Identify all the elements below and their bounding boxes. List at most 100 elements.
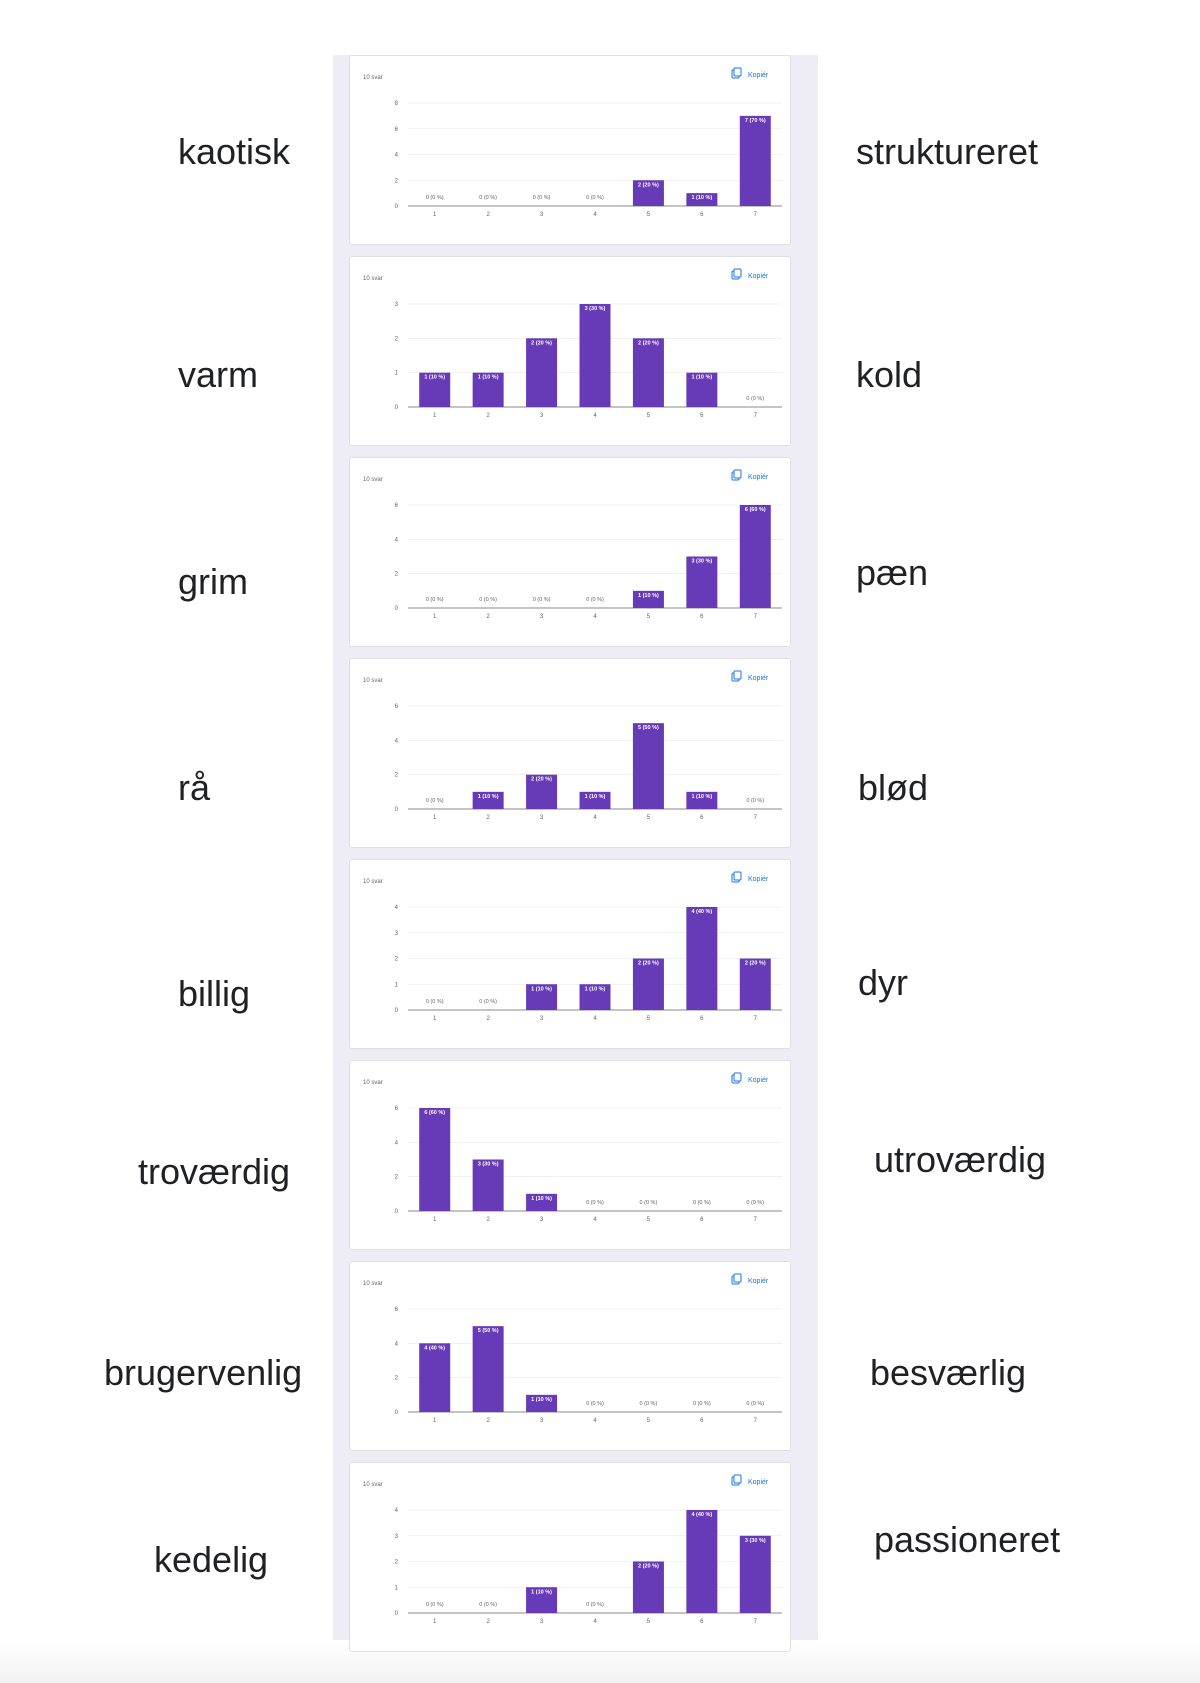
bar <box>579 984 611 1010</box>
x-tick-label: 3 <box>540 413 544 419</box>
y-tick-label: 1 <box>395 371 399 377</box>
bar-value-label: 0 (0 %) <box>586 195 604 201</box>
copy-label: Kopiér <box>748 1278 769 1285</box>
right-adjective-label: struktureret <box>856 131 1039 172</box>
bar-value-label: 0 (0 %) <box>640 1200 658 1206</box>
y-tick-label: 6 <box>395 1307 399 1313</box>
bar-value-label: 0 (0 %) <box>426 1602 444 1608</box>
x-tick-label: 5 <box>647 1418 651 1424</box>
copy-button[interactable]: Kopiér <box>731 1273 769 1285</box>
bar-value-label: 1 (10 %) <box>531 1397 552 1403</box>
y-tick-label: 0 <box>395 1008 399 1014</box>
y-tick-label: 4 <box>395 1140 399 1146</box>
bar-value-label: 2 (20 %) <box>638 961 659 967</box>
y-tick-label: 4 <box>395 738 399 744</box>
chart-card: 10 svar Kopiér 0 2 4 6 1 0 (0 %) 2 1 (10 %) 3 2 (20… <box>349 658 791 848</box>
bar <box>686 907 718 1010</box>
x-tick-label: 4 <box>593 413 597 419</box>
x-tick-label: 3 <box>540 815 544 821</box>
y-tick-label: 6 <box>395 503 399 509</box>
x-tick-label: 5 <box>647 1016 651 1022</box>
copy-icon-front <box>733 268 742 278</box>
bar <box>472 1159 504 1211</box>
copy-button[interactable]: Kopiér <box>731 67 769 79</box>
bar <box>739 505 771 608</box>
copy-button[interactable]: Kopiér <box>731 871 769 883</box>
y-tick-label: 2 <box>395 773 399 779</box>
bar <box>686 193 718 206</box>
x-tick-label: 2 <box>486 1619 490 1625</box>
bar-value-label: 0 (0 %) <box>693 1401 711 1407</box>
y-tick-label: 2 <box>395 178 399 184</box>
bar <box>526 774 558 809</box>
bar-chart: 10 svar Kopiér 0 1 2 3 4 1 0 (0 %) 2 0 (0 %) 3 1 (10… <box>363 1474 782 1625</box>
copy-button[interactable]: Kopiér <box>731 268 769 280</box>
bar-chart: 10 svar Kopiér 0 2 4 6 1 0 (0 %) 2 1 (10 %) 3 2 (20… <box>363 670 782 821</box>
x-tick-label: 1 <box>433 1418 437 1424</box>
bar <box>526 984 558 1010</box>
y-tick-label: 2 <box>395 1560 399 1566</box>
x-tick-label: 5 <box>647 614 651 620</box>
y-tick-label: 4 <box>395 153 399 159</box>
x-tick-label: 5 <box>647 815 651 821</box>
chart-card: 10 svar Kopiér 0 2 4 6 1 4 (40 %) 2 5 (50 %) 3 1 (1… <box>349 1261 791 1451</box>
left-adjective-label: varm <box>178 354 258 395</box>
bar <box>686 556 718 608</box>
bar-chart: 10 svar Kopiér 0 1 2 3 4 1 0 (0 %) 2 0 (0 %) 3 1 (10… <box>363 871 782 1022</box>
y-tick-label: 2 <box>395 572 399 578</box>
bar-value-label: 2 (20 %) <box>745 961 766 967</box>
bar-value-label: 4 (40 %) <box>691 909 712 915</box>
right-adjective-label: passioneret <box>874 1519 1061 1560</box>
bar <box>472 1326 504 1412</box>
x-tick-label: 3 <box>540 614 544 620</box>
bar-value-label: 4 (40 %) <box>691 1512 712 1518</box>
bar-value-label: 0 (0 %) <box>586 597 604 603</box>
y-tick-label: 0 <box>395 807 399 813</box>
x-tick-label: 1 <box>433 413 437 419</box>
bar-value-label: 0 (0 %) <box>586 1602 604 1608</box>
x-tick-label: 4 <box>593 212 597 218</box>
y-tick-label: 8 <box>395 101 399 107</box>
x-tick-label: 6 <box>700 815 704 821</box>
bar <box>632 1561 664 1613</box>
bar-value-label: 1 (10 %) <box>691 195 712 201</box>
bar-value-label: 6 (60 %) <box>424 1110 445 1116</box>
bar-value-label: 1 (10 %) <box>691 794 712 800</box>
bar-value-label: 2 (20 %) <box>638 340 659 346</box>
bar <box>419 372 451 407</box>
x-tick-label: 4 <box>593 614 597 620</box>
x-tick-label: 2 <box>486 1217 490 1223</box>
y-tick-label: 2 <box>395 957 399 963</box>
left-adjective-label: billig <box>178 973 251 1014</box>
bar-value-label: 0 (0 %) <box>693 1200 711 1206</box>
copy-button[interactable]: Kopiér <box>731 1474 769 1486</box>
bar-value-label: 0 (0 %) <box>586 1401 604 1407</box>
x-tick-label: 5 <box>647 1619 651 1625</box>
bar-value-label: 0 (0 %) <box>426 195 444 201</box>
bar <box>419 1343 451 1412</box>
x-tick-label: 4 <box>593 815 597 821</box>
bar-value-label: 0 (0 %) <box>746 1200 764 1206</box>
bar-value-label: 3 (30 %) <box>478 1162 499 1168</box>
bar-value-label: 0 (0 %) <box>426 999 444 1005</box>
copy-label: Kopiér <box>748 876 769 883</box>
y-tick-label: 0 <box>395 405 399 411</box>
y-tick-label: 0 <box>395 1209 399 1215</box>
x-tick-label: 7 <box>754 413 758 419</box>
right-adjective-label: utroværdig <box>874 1139 1047 1180</box>
y-tick-label: 3 <box>395 1534 399 1540</box>
bar-value-label: 2 (20 %) <box>531 777 552 783</box>
copy-button[interactable]: Kopiér <box>731 670 769 682</box>
x-tick-label: 6 <box>700 212 704 218</box>
copy-button[interactable]: Kopiér <box>731 1072 769 1084</box>
y-tick-label: 6 <box>395 127 399 133</box>
copy-icon-front <box>733 1273 742 1283</box>
copy-label: Kopiér <box>748 474 769 481</box>
copy-button[interactable]: Kopiér <box>731 469 769 481</box>
y-tick-label: 6 <box>395 1106 399 1112</box>
left-adjective-label: grim <box>178 561 248 602</box>
y-tick-label: 4 <box>395 905 399 911</box>
bar-value-label: 2 (20 %) <box>531 340 552 346</box>
right-adjective-label: blød <box>858 767 929 808</box>
